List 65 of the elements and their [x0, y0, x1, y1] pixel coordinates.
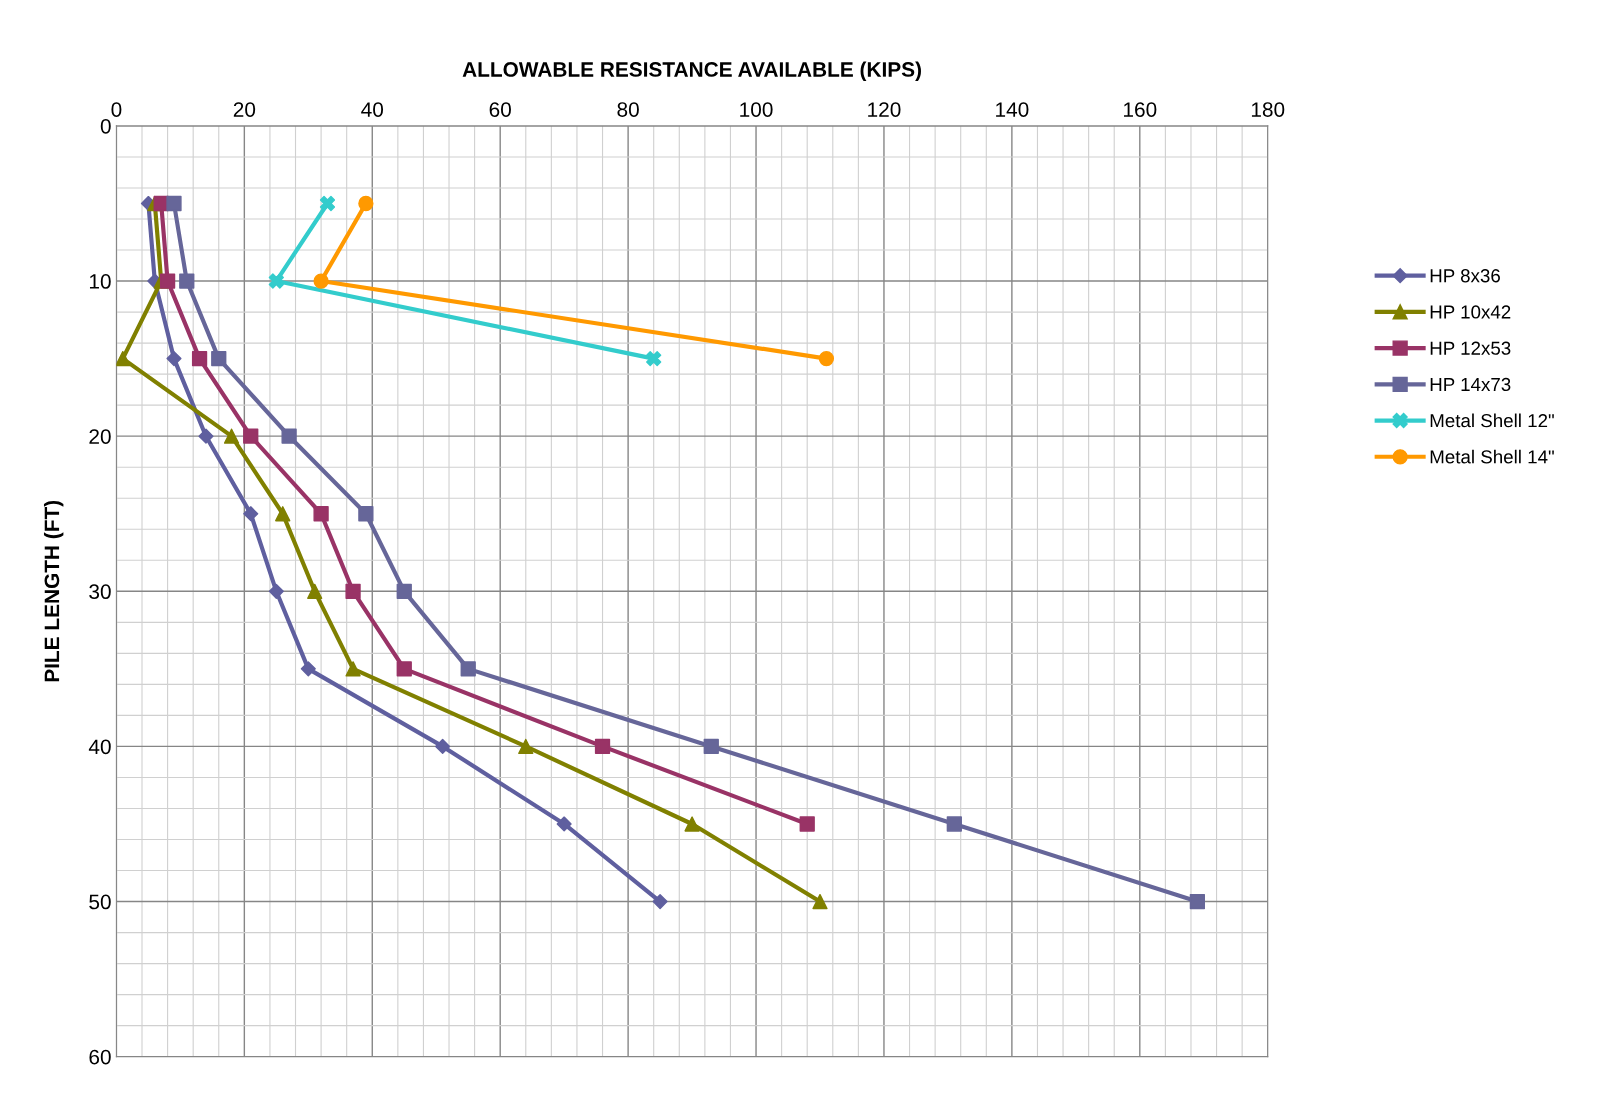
point	[818, 350, 835, 367]
x-tick-label: 100	[740, 102, 773, 117]
point	[684, 816, 700, 832]
point	[211, 350, 227, 367]
point	[799, 816, 815, 832]
x-tick-label: 80	[617, 102, 639, 117]
point	[268, 583, 284, 599]
legend-label: Metal Shell 14"	[1430, 449, 1554, 464]
point	[281, 428, 297, 444]
point	[166, 195, 182, 212]
x-tick-label: 160	[1124, 102, 1157, 117]
legend-label: HP 10x42	[1430, 305, 1511, 319]
y-tick-label: 30	[89, 584, 111, 600]
point	[594, 738, 611, 755]
point	[243, 428, 259, 444]
x-tick-label: 60	[489, 102, 511, 117]
legend-label: HP 14x73	[1430, 377, 1511, 392]
point	[396, 661, 412, 677]
point	[703, 738, 719, 755]
point	[313, 506, 329, 522]
point	[179, 273, 195, 289]
point	[358, 195, 374, 212]
point	[518, 738, 534, 755]
point	[812, 893, 828, 910]
y-tick-label: 50	[89, 894, 111, 910]
point	[223, 428, 240, 444]
y-tick-label: 0	[100, 118, 111, 134]
point	[1189, 893, 1206, 910]
x-tick-label: 120	[868, 102, 901, 117]
point	[116, 350, 131, 367]
x-tick-label: 40	[361, 102, 384, 117]
x-tick-label: 0	[111, 102, 122, 117]
point	[460, 661, 476, 677]
point	[307, 583, 323, 599]
point	[345, 583, 361, 599]
x-tick-label: 140	[996, 102, 1029, 117]
point	[646, 350, 662, 367]
point	[946, 816, 962, 832]
point	[243, 506, 259, 522]
legend-label: Metal Shell 12"	[1430, 413, 1554, 428]
y-tick-label: 20	[89, 429, 111, 444]
point	[556, 816, 572, 832]
point	[159, 273, 176, 289]
point	[435, 738, 451, 754]
legend-label: HP 8x36	[1430, 269, 1500, 283]
y-tick-label: 40	[88, 739, 111, 755]
point	[652, 893, 668, 910]
point	[191, 350, 208, 367]
y-tick-label: 60	[89, 1049, 111, 1065]
point	[358, 506, 374, 522]
legend-label: HP 12x53	[1430, 341, 1511, 355]
y-tick-label: 10	[89, 274, 111, 289]
y-axis-title: PILE LENGTH (FT)	[43, 500, 64, 682]
point	[319, 195, 336, 212]
point	[166, 351, 182, 367]
x-axis-title: ALLOWABLE RESISTANCE AVAILABLE (KIPS)	[462, 61, 921, 81]
point	[313, 273, 329, 289]
point	[268, 273, 284, 289]
point	[275, 506, 291, 522]
point	[198, 428, 214, 444]
x-tick-label: 180	[1251, 102, 1285, 117]
point	[345, 661, 361, 677]
x-tick-label: 20	[233, 102, 256, 117]
point	[396, 583, 412, 599]
point	[300, 661, 316, 677]
